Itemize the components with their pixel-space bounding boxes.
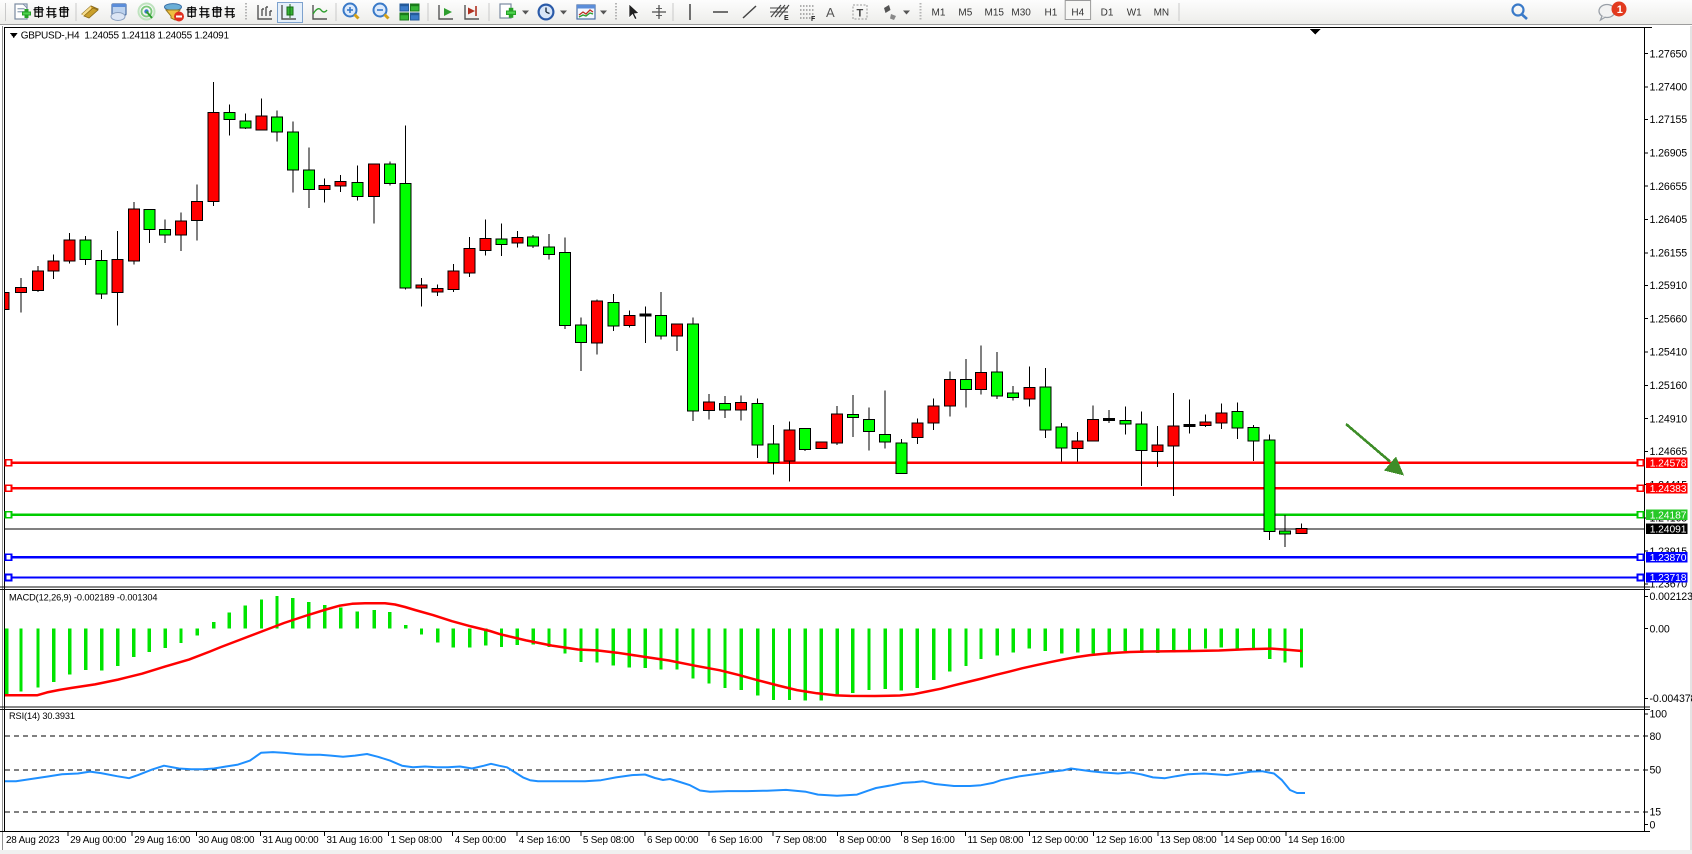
svg-text:1.24383: 1.24383	[1650, 484, 1687, 495]
svg-text:30 Aug 08:00: 30 Aug 08:00	[198, 835, 255, 846]
svg-text:13 Sep 08:00: 13 Sep 08:00	[1160, 835, 1217, 846]
svg-text:M1: M1	[932, 8, 946, 19]
svg-text:1.25660: 1.25660	[1650, 313, 1688, 325]
svg-text:1.23870: 1.23870	[1650, 553, 1687, 564]
svg-text:1: 1	[1617, 4, 1623, 16]
svg-text:1.24665: 1.24665	[1650, 446, 1688, 458]
svg-text:W1: W1	[1127, 8, 1142, 19]
svg-text:8 Sep 00:00: 8 Sep 00:00	[839, 835, 891, 846]
svg-text:29 Aug 16:00: 29 Aug 16:00	[134, 835, 191, 846]
svg-text:8 Sep 16:00: 8 Sep 16:00	[903, 835, 955, 846]
svg-text:15: 15	[1650, 807, 1662, 819]
svg-text:4 Sep 00:00: 4 Sep 00:00	[455, 835, 507, 846]
svg-text:1.25910: 1.25910	[1650, 280, 1688, 292]
svg-text:1.24910: 1.24910	[1650, 413, 1688, 425]
svg-text:D1: D1	[1101, 8, 1114, 19]
svg-text:M5: M5	[958, 8, 972, 19]
svg-text:A: A	[826, 5, 835, 20]
svg-text:1.26155: 1.26155	[1650, 248, 1688, 260]
svg-text:0: 0	[1650, 819, 1656, 831]
svg-text:0.002123: 0.002123	[1650, 591, 1692, 603]
svg-text:M15: M15	[985, 8, 1005, 19]
svg-text:1.25410: 1.25410	[1650, 347, 1688, 359]
svg-text:GBPUSD-,H4 1.24055 1.24118 1.: GBPUSD-,H4 1.24055 1.24118 1.24055 1.240…	[21, 30, 230, 41]
svg-text:6 Sep 16:00: 6 Sep 16:00	[711, 835, 763, 846]
svg-text:14 Sep 16:00: 14 Sep 16:00	[1288, 835, 1345, 846]
svg-text:0.00: 0.00	[1650, 623, 1670, 635]
svg-text:M30: M30	[1011, 8, 1031, 19]
svg-text:1.27400: 1.27400	[1650, 82, 1688, 94]
svg-text:1.26405: 1.26405	[1650, 214, 1688, 226]
svg-text:14 Sep 00:00: 14 Sep 00:00	[1224, 835, 1281, 846]
svg-text:1.25160: 1.25160	[1650, 380, 1688, 392]
svg-text:5 Sep 08:00: 5 Sep 08:00	[583, 835, 635, 846]
svg-text:MACD(12,26,9) -0.002189 -0.001: MACD(12,26,9) -0.002189 -0.001304	[9, 593, 157, 603]
svg-text:80: 80	[1650, 731, 1662, 743]
svg-text:11 Sep 08:00: 11 Sep 08:00	[968, 835, 1025, 846]
svg-text:F: F	[811, 16, 816, 23]
svg-text:12 Sep 00:00: 12 Sep 00:00	[1032, 835, 1089, 846]
svg-text:100: 100	[1650, 709, 1668, 721]
svg-text:1.27155: 1.27155	[1650, 114, 1688, 126]
svg-text:12 Sep 16:00: 12 Sep 16:00	[1096, 835, 1153, 846]
svg-text:4 Sep 16:00: 4 Sep 16:00	[519, 835, 571, 846]
svg-text:-0.004378: -0.004378	[1650, 693, 1692, 705]
svg-text:1.24091: 1.24091	[1650, 525, 1687, 536]
svg-text:1.24187: 1.24187	[1650, 511, 1687, 522]
svg-text:T: T	[857, 8, 864, 20]
svg-text:28 Aug 2023: 28 Aug 2023	[6, 835, 60, 846]
svg-text:31 Aug 16:00: 31 Aug 16:00	[327, 835, 384, 846]
svg-text:RSI(14) 30.3931: RSI(14) 30.3931	[9, 711, 75, 721]
svg-text:29 Aug 00:00: 29 Aug 00:00	[70, 835, 127, 846]
svg-text:1.27650: 1.27650	[1650, 48, 1688, 60]
svg-text:50: 50	[1650, 765, 1662, 777]
svg-text:1.24578: 1.24578	[1650, 459, 1687, 470]
svg-text:31 Aug 00:00: 31 Aug 00:00	[262, 835, 319, 846]
svg-text:H1: H1	[1045, 8, 1058, 19]
svg-text:7 Sep 08:00: 7 Sep 08:00	[775, 835, 827, 846]
svg-text:1.26905: 1.26905	[1650, 148, 1688, 160]
svg-text:1.23718: 1.23718	[1650, 573, 1687, 584]
svg-text:1.26655: 1.26655	[1650, 181, 1688, 193]
svg-text:H4: H4	[1071, 8, 1084, 19]
svg-text:1 Sep 08:00: 1 Sep 08:00	[391, 835, 443, 846]
svg-text:6 Sep 00:00: 6 Sep 00:00	[647, 835, 699, 846]
svg-text:E: E	[784, 15, 789, 22]
svg-text:MN: MN	[1154, 8, 1170, 19]
